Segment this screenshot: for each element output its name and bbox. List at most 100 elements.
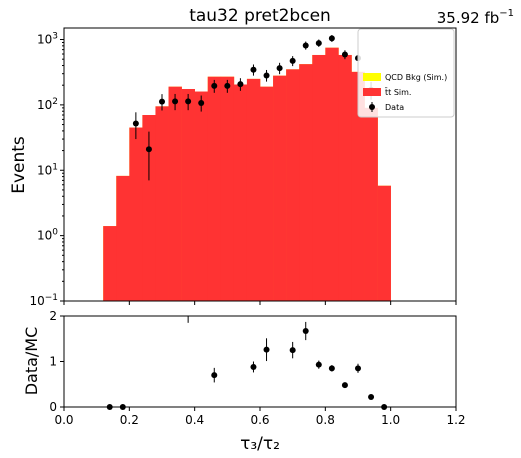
- bar-ttbar: [364, 107, 378, 301]
- ratio-points: [106, 316, 388, 410]
- data-points: [132, 35, 375, 181]
- bar-ttbar: [299, 64, 313, 301]
- ratio-point: [341, 382, 348, 389]
- ratio-point: [302, 328, 309, 335]
- ratio-axes: 0 1 2 0.0 0.2 0.4 0.6 0.8 1.0 1.2: [49, 309, 465, 427]
- ratio-point: [106, 404, 113, 410]
- ratio-point: [211, 372, 218, 379]
- ratio-y-axis-label: Data/MC: [22, 327, 41, 396]
- bar-ttbar: [207, 76, 222, 302]
- y-tick-exponent: 1: [52, 162, 58, 172]
- x-tick-label: 0.0: [54, 413, 73, 427]
- y-tick-exponent: 2: [52, 97, 58, 107]
- ratio-axes-box: [63, 315, 457, 408]
- ratio-point: [250, 363, 257, 370]
- y-tick-label: 101: [37, 162, 58, 177]
- legend-qcd-swatch: [363, 73, 381, 81]
- bar-ttbar: [338, 54, 352, 301]
- data-point: [185, 98, 192, 105]
- x-tick-label: 0.8: [316, 413, 335, 427]
- legend-box: [357, 28, 455, 118]
- legend: QCD Bkg (Sim.) t̄t Sim. Data: [357, 28, 455, 118]
- y-tick-exponent: −1: [45, 293, 58, 303]
- ratio-point: [328, 365, 335, 372]
- y-tick-label: 102: [37, 97, 58, 112]
- data-point: [328, 35, 335, 42]
- x-tick-label: 1.2: [446, 413, 465, 427]
- ratio-y-tick-label: 1: [49, 355, 57, 369]
- ratio-y-tick-label: 0: [49, 400, 57, 414]
- data-point: [172, 98, 179, 105]
- bar-ttbar: [246, 78, 261, 301]
- bar-ttbar: [351, 71, 365, 301]
- bar-ttbar: [129, 127, 143, 301]
- data-point: [263, 72, 270, 79]
- legend-data-label: Data: [385, 103, 404, 112]
- chart-title: tau32 pret2bcen: [189, 6, 331, 26]
- y-tick-label: 103: [37, 32, 58, 47]
- x-tick-label: 0.4: [185, 413, 204, 427]
- ratio-plot: 0 1 2 0.0 0.2 0.4 0.6 0.8 1.0 1.2 Data/MC τ₃/τ₂: [22, 309, 466, 454]
- x-tick-label: 0.6: [250, 413, 269, 427]
- y-tick-label: 10−1: [29, 293, 58, 308]
- data-point: [145, 146, 152, 153]
- legend-ttbar-label: t̄t Sim.: [384, 87, 411, 97]
- bar-ttbar: [142, 115, 156, 302]
- data-point: [132, 120, 139, 127]
- ratio-point: [263, 346, 270, 353]
- bar-ttbar: [220, 76, 235, 302]
- bar-ttbar: [181, 88, 195, 301]
- bar-ttbar: [377, 185, 391, 301]
- ratio-point: [289, 347, 296, 354]
- bar-ttbar: [286, 69, 300, 301]
- x-tick-label: 1.0: [381, 413, 400, 427]
- data-point: [289, 57, 296, 64]
- bar-ttbar: [260, 86, 274, 301]
- y-axis-label: Events: [9, 136, 29, 194]
- y-tick-exponent: 0: [52, 228, 58, 238]
- y-tick-base: 10: [29, 294, 44, 308]
- bar-ttbar: [233, 84, 248, 302]
- data-point: [211, 82, 218, 89]
- bar-ttbar: [194, 91, 209, 301]
- bar-ttbar: [312, 54, 326, 301]
- ratio-point: [355, 365, 361, 372]
- legend-data-marker: [369, 104, 375, 110]
- data-point: [159, 98, 165, 105]
- luminosity-value: 35.92 fb: [437, 9, 500, 27]
- bar-ttbar: [273, 75, 287, 302]
- x-tick-label: 0.2: [120, 413, 139, 427]
- data-point: [276, 65, 283, 72]
- ratio-point: [368, 393, 375, 400]
- ratio-point: [315, 361, 322, 368]
- luminosity-exponent: −1: [499, 8, 514, 19]
- ratio-point: [381, 404, 388, 410]
- luminosity-label: 35.92 fb−1: [437, 8, 514, 27]
- data-point: [237, 81, 244, 88]
- legend-qcd-label: QCD Bkg (Sim.): [385, 73, 447, 82]
- data-point: [315, 40, 322, 47]
- y-tick-label: 100: [37, 228, 58, 243]
- ratio-y-tick-label: 2: [49, 309, 57, 323]
- y-tick-exponent: 3: [52, 32, 58, 42]
- legend-ttbar-swatch: [363, 88, 381, 96]
- y-tick-base: 10: [37, 163, 52, 177]
- bar-ttbar: [168, 86, 182, 301]
- y-tick-base: 10: [37, 229, 52, 243]
- y-tick-base: 10: [37, 98, 52, 112]
- ratio-point: [119, 404, 126, 410]
- data-point: [341, 51, 348, 58]
- y-tick-base: 10: [37, 33, 52, 47]
- bar-ttbar: [116, 175, 130, 301]
- bar-ttbar: [325, 47, 339, 302]
- bar-ttbar: [103, 226, 117, 301]
- bar-ttbar: [155, 106, 169, 302]
- stacked-bars: [103, 47, 391, 302]
- data-point: [224, 82, 231, 89]
- data-point: [302, 42, 309, 49]
- data-point: [250, 66, 257, 73]
- data-point: [198, 99, 205, 106]
